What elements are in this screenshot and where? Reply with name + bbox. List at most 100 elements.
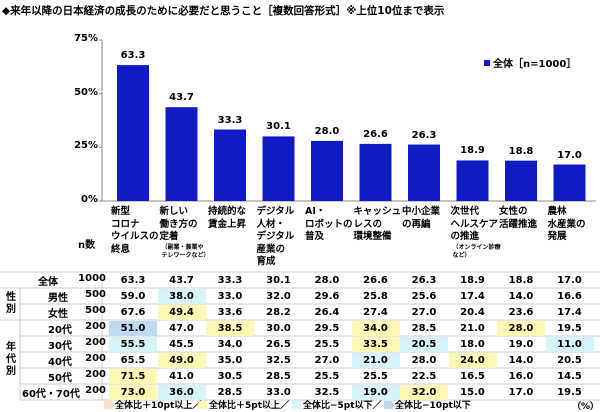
table-cell: 33.6 — [217, 306, 243, 318]
y-tick-label: 50% — [74, 86, 98, 98]
table-cell: 26.3 — [411, 274, 437, 286]
bar — [117, 65, 149, 201]
bar — [165, 107, 198, 201]
table-cell: 33.3 — [217, 274, 243, 286]
table-cell: 17.0 — [557, 274, 582, 286]
table-n-value: 200 — [85, 337, 106, 348]
footer-legend-swatch — [292, 401, 301, 409]
table-cell: 30.1 — [266, 274, 291, 286]
legend: 全体［n=1000］ — [484, 55, 576, 70]
table-cell: 17.4 — [557, 306, 582, 318]
table-row-label: 40代 — [48, 357, 72, 368]
table-n-value: 200 — [85, 369, 106, 380]
footer-legend-swatch — [198, 401, 207, 409]
footer-legend-item: 全体比−10pt以下 — [384, 398, 471, 411]
table-cell: 25.5 — [363, 370, 388, 382]
table-cell: 32.5 — [314, 386, 340, 398]
table-cell: 21.0 — [460, 322, 485, 334]
y-tick-label: 75% — [74, 33, 98, 44]
table-cell: 20.5 — [557, 354, 582, 366]
category-label-line: 農林 — [547, 206, 567, 217]
legend-swatch — [484, 60, 490, 66]
category-label-line: ヘルスケア — [450, 218, 499, 230]
category-label: 新しい 働き方の 定着 （副業・兼業や テレワークなど） — [160, 206, 210, 260]
table-cell: 26.4 — [314, 306, 340, 318]
table-cell: 55.5 — [109, 336, 157, 352]
category-label: 中小企業 の再編 — [402, 206, 440, 231]
category-label-line: 新しい — [159, 206, 189, 217]
table-cell: 38.0 — [157, 288, 206, 304]
bar — [408, 144, 440, 201]
category-label-line: 終息 — [111, 243, 131, 255]
table-cell: 43.7 — [169, 274, 194, 286]
table-row-label: 20代 — [48, 325, 72, 336]
table-n-value: 200 — [85, 321, 106, 332]
category-label-line: キャッシュ — [353, 206, 402, 217]
footer-legend-item: 全体比＋10pt以上／ — [104, 398, 201, 411]
table-n-value: 200 — [85, 353, 106, 364]
table-cell: 16.0 — [508, 370, 534, 382]
table-row-label: 30代 — [48, 341, 72, 352]
table-n-value: 500 — [85, 305, 106, 316]
table-cell: 27.4 — [363, 306, 388, 318]
category-label-line: 定着 — [159, 231, 179, 242]
category-label-line: デジタル — [256, 231, 295, 242]
table-cell: 73.0 — [109, 384, 157, 400]
category-label-line: 新型 — [111, 206, 131, 217]
table-cell: 18.0 — [460, 338, 485, 350]
bar-value-label: 33.3 — [217, 114, 243, 126]
table-cell: 19.5 — [557, 386, 582, 398]
table-group-label-char: 別 — [6, 304, 16, 315]
chart-title: ◆来年以降の日本経済の成長のために必要だと思うこと［複数回答形式］※上位10位ま… — [2, 5, 445, 17]
table-cell: 30.5 — [217, 370, 243, 382]
category-label: 新型 コロナ ウイルスの 終息 — [111, 206, 159, 256]
table-group-label: 性別 — [4, 292, 18, 316]
table-group-label: 年代別 — [4, 342, 18, 378]
category-label-line: 持続的な — [208, 206, 247, 217]
table-cell: 28.5 — [217, 386, 243, 398]
table-cell: 30.0 — [266, 322, 291, 334]
table-cell: 25.6 — [411, 290, 437, 302]
category-label-line: 発展 — [547, 231, 567, 242]
category-label-line: 活躍推進 — [499, 218, 538, 230]
table-cell: 18.8 — [508, 274, 534, 286]
category-label-line: 水産業の — [547, 218, 586, 230]
bar-value-label: 63.3 — [120, 50, 146, 62]
bar — [311, 140, 343, 201]
category-label-note: （オンライン診療 — [452, 243, 501, 251]
table-group-label-char: 代 — [6, 354, 16, 365]
table-cell: 51.0 — [109, 320, 157, 336]
table-cell: 35.0 — [217, 354, 243, 366]
footer-legend-label: 全体比−10pt以下 — [395, 401, 471, 411]
table-cell: 24.0 — [448, 352, 497, 368]
table-cell: 33.0 — [217, 290, 243, 302]
category-label-line: の再編 — [402, 218, 431, 230]
table-cell: 28.2 — [266, 306, 291, 318]
table-cell: 65.5 — [120, 354, 146, 366]
table-cell: 19.5 — [557, 322, 582, 334]
table-cell: 15.0 — [460, 386, 485, 398]
category-label-line: コロナ — [111, 218, 140, 230]
bar-value-label: 28.0 — [314, 125, 340, 137]
category-label: 次世代 ヘルスケア の推進 （オンライン診療 など） — [451, 206, 501, 260]
bar — [359, 143, 392, 201]
bar — [505, 160, 537, 201]
table-cell: 59.0 — [120, 290, 146, 302]
footer-legend-item: 全体比＋5pt以上／ — [198, 398, 289, 411]
table-cell: 67.6 — [120, 306, 146, 318]
category-label-line: 賃金上昇 — [208, 218, 247, 230]
bar — [262, 136, 295, 201]
percent-unit: （%） — [572, 402, 600, 412]
table-cell: 28.0 — [411, 354, 437, 366]
table-cell: 14.5 — [557, 370, 582, 382]
category-label-line: デジタル — [256, 206, 295, 217]
category-label-note: （副業・兼業や — [161, 243, 204, 251]
table-cell: 49.4 — [157, 304, 206, 320]
footer-legend-label: 全体比−5pt以下／ — [303, 401, 382, 411]
table-cell: 11.0 — [545, 336, 594, 352]
table-cell: 34.0 — [351, 320, 400, 336]
table-cell: 28.5 — [266, 370, 291, 382]
bar — [456, 160, 489, 201]
n-header: n数 — [78, 240, 96, 251]
table-cell: 33.0 — [266, 386, 291, 398]
